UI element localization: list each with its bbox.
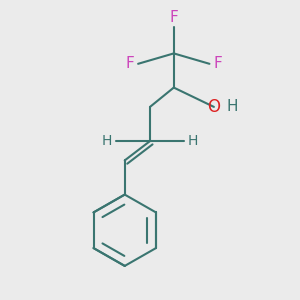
Text: F: F (169, 10, 178, 25)
Text: F: F (126, 56, 134, 71)
Text: O: O (207, 98, 220, 116)
Text: F: F (213, 56, 222, 71)
Text: H: H (102, 134, 112, 148)
Text: H: H (188, 134, 198, 148)
Text: H: H (226, 99, 238, 114)
